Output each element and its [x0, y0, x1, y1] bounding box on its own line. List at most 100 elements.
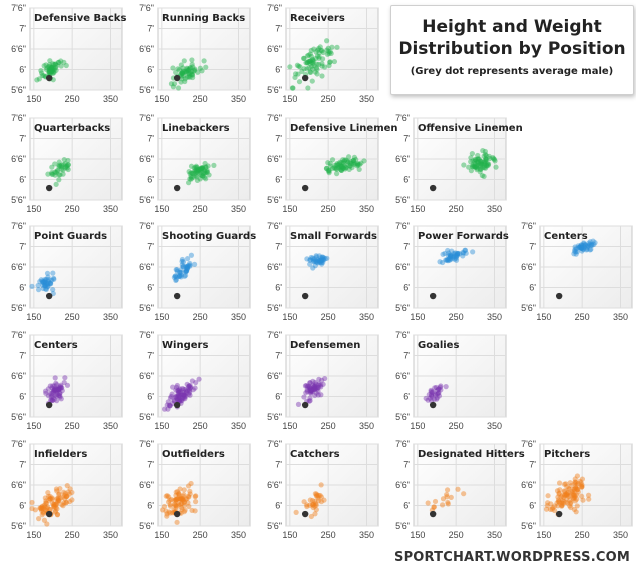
- scatter-point: [180, 68, 186, 74]
- scatter-point: [174, 384, 180, 390]
- scatter-point: [69, 489, 75, 496]
- scatter-point: [49, 66, 55, 72]
- scatter-point: [436, 393, 443, 399]
- panel-20: 7'6" 7' 6'6" 6' 5'6"150 250 350 Pitchers: [521, 439, 633, 540]
- scatter-point: [178, 501, 184, 508]
- scatter-point: [183, 390, 189, 396]
- scatter-point: [184, 381, 190, 387]
- scatter-point: [425, 500, 431, 506]
- scatter-point: [175, 391, 181, 397]
- scatter-point: [167, 497, 173, 503]
- scatter-point: [336, 165, 342, 171]
- y-tick-label: 7': [403, 134, 410, 144]
- scatter-point: [559, 503, 565, 509]
- scatter-point: [445, 499, 451, 506]
- x-tick-label: 250: [449, 312, 464, 322]
- scatter-point: [178, 274, 184, 280]
- scatter-point: [308, 69, 314, 75]
- scatter-point: [579, 245, 585, 251]
- y-tick-label: 6': [19, 283, 26, 293]
- scatter-point: [56, 384, 62, 390]
- scatter-point: [444, 487, 451, 493]
- scatter-point: [46, 497, 52, 503]
- scatter-point: [58, 162, 65, 168]
- y-tick-label: 6': [529, 283, 536, 293]
- scatter-point: [351, 154, 358, 161]
- scatter-point: [186, 74, 192, 80]
- scatter-point: [584, 246, 590, 252]
- scatter-point: [58, 385, 64, 391]
- average-male-dot: [301, 401, 309, 409]
- scatter-point: [316, 258, 323, 264]
- scatter-point: [178, 71, 184, 77]
- scatter-point: [316, 376, 322, 382]
- scatter-point: [165, 406, 171, 412]
- scatter-point: [195, 168, 201, 174]
- scatter-point: [436, 386, 442, 392]
- scatter-point: [168, 81, 175, 87]
- scatter-point: [41, 282, 48, 289]
- scatter-point: [38, 67, 44, 74]
- scatter-point: [449, 248, 455, 254]
- x-tick-label: 250: [321, 94, 336, 104]
- x-tick-label: 350: [359, 421, 374, 431]
- scatter-point: [429, 393, 435, 399]
- scatter-point: [307, 261, 313, 267]
- scatter-point: [567, 497, 573, 503]
- scatter-point: [491, 156, 497, 162]
- scatter-point: [559, 502, 565, 508]
- scatter-point: [183, 393, 189, 399]
- scatter-point: [190, 387, 196, 393]
- scatter-point: [481, 161, 487, 167]
- y-tick-label: 7'6": [267, 330, 282, 340]
- scatter-point: [45, 393, 51, 399]
- scatter-point: [311, 383, 317, 390]
- scatter-point: [472, 164, 479, 170]
- scatter-point: [318, 382, 324, 388]
- scatter-point: [350, 157, 356, 163]
- scatter-point: [56, 491, 62, 498]
- scatter-point: [431, 504, 437, 510]
- scatter-point: [477, 161, 484, 167]
- scatter-point: [428, 387, 434, 393]
- scatter-point: [307, 497, 313, 503]
- scatter-point: [167, 395, 174, 401]
- scatter-point: [573, 492, 580, 498]
- scatter-point: [438, 387, 444, 393]
- scatter-point: [487, 155, 493, 162]
- x-tick-label: 350: [487, 312, 502, 322]
- scatter-point: [482, 165, 489, 171]
- scatter-point: [474, 162, 480, 168]
- scatter-point: [311, 383, 317, 390]
- scatter-point: [575, 489, 581, 495]
- scatter-point: [179, 70, 185, 76]
- scatter-point: [341, 158, 347, 164]
- y-tick-label: 6': [19, 175, 26, 185]
- scatter-point: [56, 162, 62, 168]
- scatter-point: [586, 496, 592, 502]
- scatter-point: [179, 73, 185, 79]
- scatter-point: [556, 499, 562, 505]
- scatter-point: [472, 157, 479, 163]
- scatter-point: [47, 62, 53, 68]
- scatter-point: [319, 63, 325, 69]
- scatter-point: [321, 255, 327, 261]
- scatter-point: [579, 484, 585, 490]
- y-tick-label: 6': [403, 392, 410, 402]
- scatter-point: [581, 240, 587, 246]
- scatter-point: [185, 493, 192, 499]
- panel-7: 7'6" 7' 6'6" 6' 5'6"150 250 350 Point Guards: [11, 221, 123, 322]
- scatter-point: [315, 260, 321, 266]
- x-tick-label: 350: [359, 204, 374, 214]
- scatter-point: [38, 505, 44, 511]
- scatter-point: [50, 503, 57, 509]
- scatter-point: [62, 161, 68, 167]
- x-tick-label: 150: [410, 421, 425, 431]
- scatter-point: [42, 279, 48, 285]
- scatter-point: [326, 168, 332, 175]
- y-tick-label: 7': [147, 24, 154, 34]
- scatter-point: [307, 385, 313, 392]
- panel-9: 7'6" 7' 6'6" 6' 5'6"150 250 350 Small Forwards: [267, 221, 379, 322]
- scatter-point: [187, 74, 193, 80]
- scatter-point: [460, 249, 466, 256]
